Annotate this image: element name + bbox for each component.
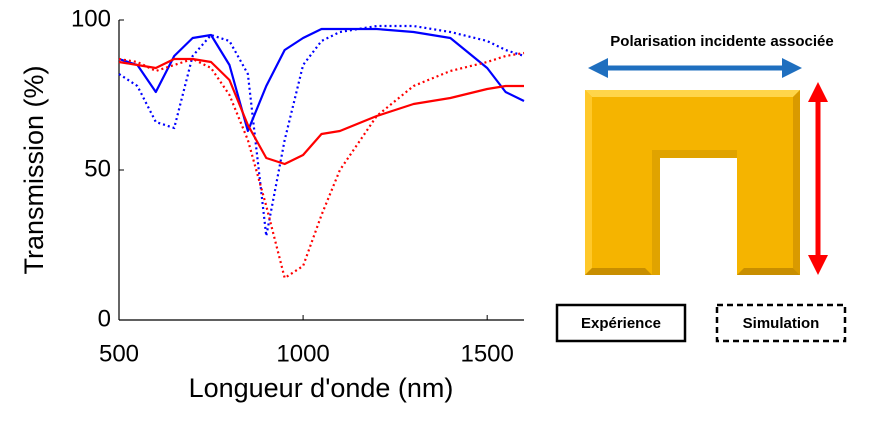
series-line [118, 24, 525, 238]
x-tick-label: 500 [99, 340, 139, 367]
y-tick-label: 0 [98, 305, 111, 332]
diagram-title: Polarisation incidente associée [610, 33, 833, 50]
u-structure [585, 90, 800, 275]
series-line [118, 57, 524, 166]
x-tick-label: 1500 [460, 340, 513, 367]
series-line [118, 51, 525, 280]
legend-label: Expérience [581, 315, 661, 332]
x-axis-label: Longueur d'onde (nm) [189, 373, 454, 403]
y-axis-label: Transmission (%) [19, 65, 49, 274]
y-tick-label: 50 [84, 155, 111, 182]
y-tick-label: 100 [71, 5, 111, 32]
legend-box [715, 303, 847, 343]
legend-label: Simulation [743, 315, 820, 332]
x-tick-label: 1000 [276, 340, 329, 367]
series-line [118, 27, 525, 133]
legend-box [555, 303, 687, 343]
